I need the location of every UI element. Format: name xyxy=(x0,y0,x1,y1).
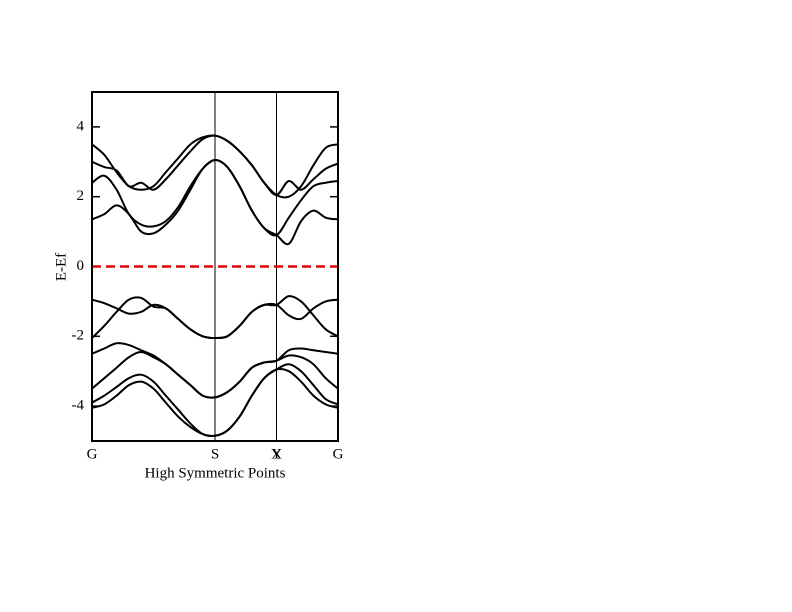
x-tick-label: G xyxy=(333,446,344,462)
y-tick-label: 2 xyxy=(77,188,85,204)
x-tick-label: G xyxy=(87,446,98,462)
band-line xyxy=(91,367,339,437)
band-line xyxy=(91,351,339,399)
y-tick-label: 4 xyxy=(77,118,85,134)
y-tick-label: 0 xyxy=(77,258,85,274)
plot-frame xyxy=(91,91,339,442)
x-tick-label: Y xyxy=(271,446,282,462)
y-tick-label: -4 xyxy=(72,398,85,414)
band-line xyxy=(91,295,339,340)
x-tick-label: X xyxy=(271,446,282,462)
y-axis-label: E-Ef xyxy=(53,253,69,281)
y-tick-label: -2 xyxy=(72,328,85,344)
band-line xyxy=(91,159,339,237)
x-tick-label: S xyxy=(211,446,219,462)
x-axis-label: High Symmetric Points xyxy=(145,465,286,481)
band-line xyxy=(91,134,339,199)
